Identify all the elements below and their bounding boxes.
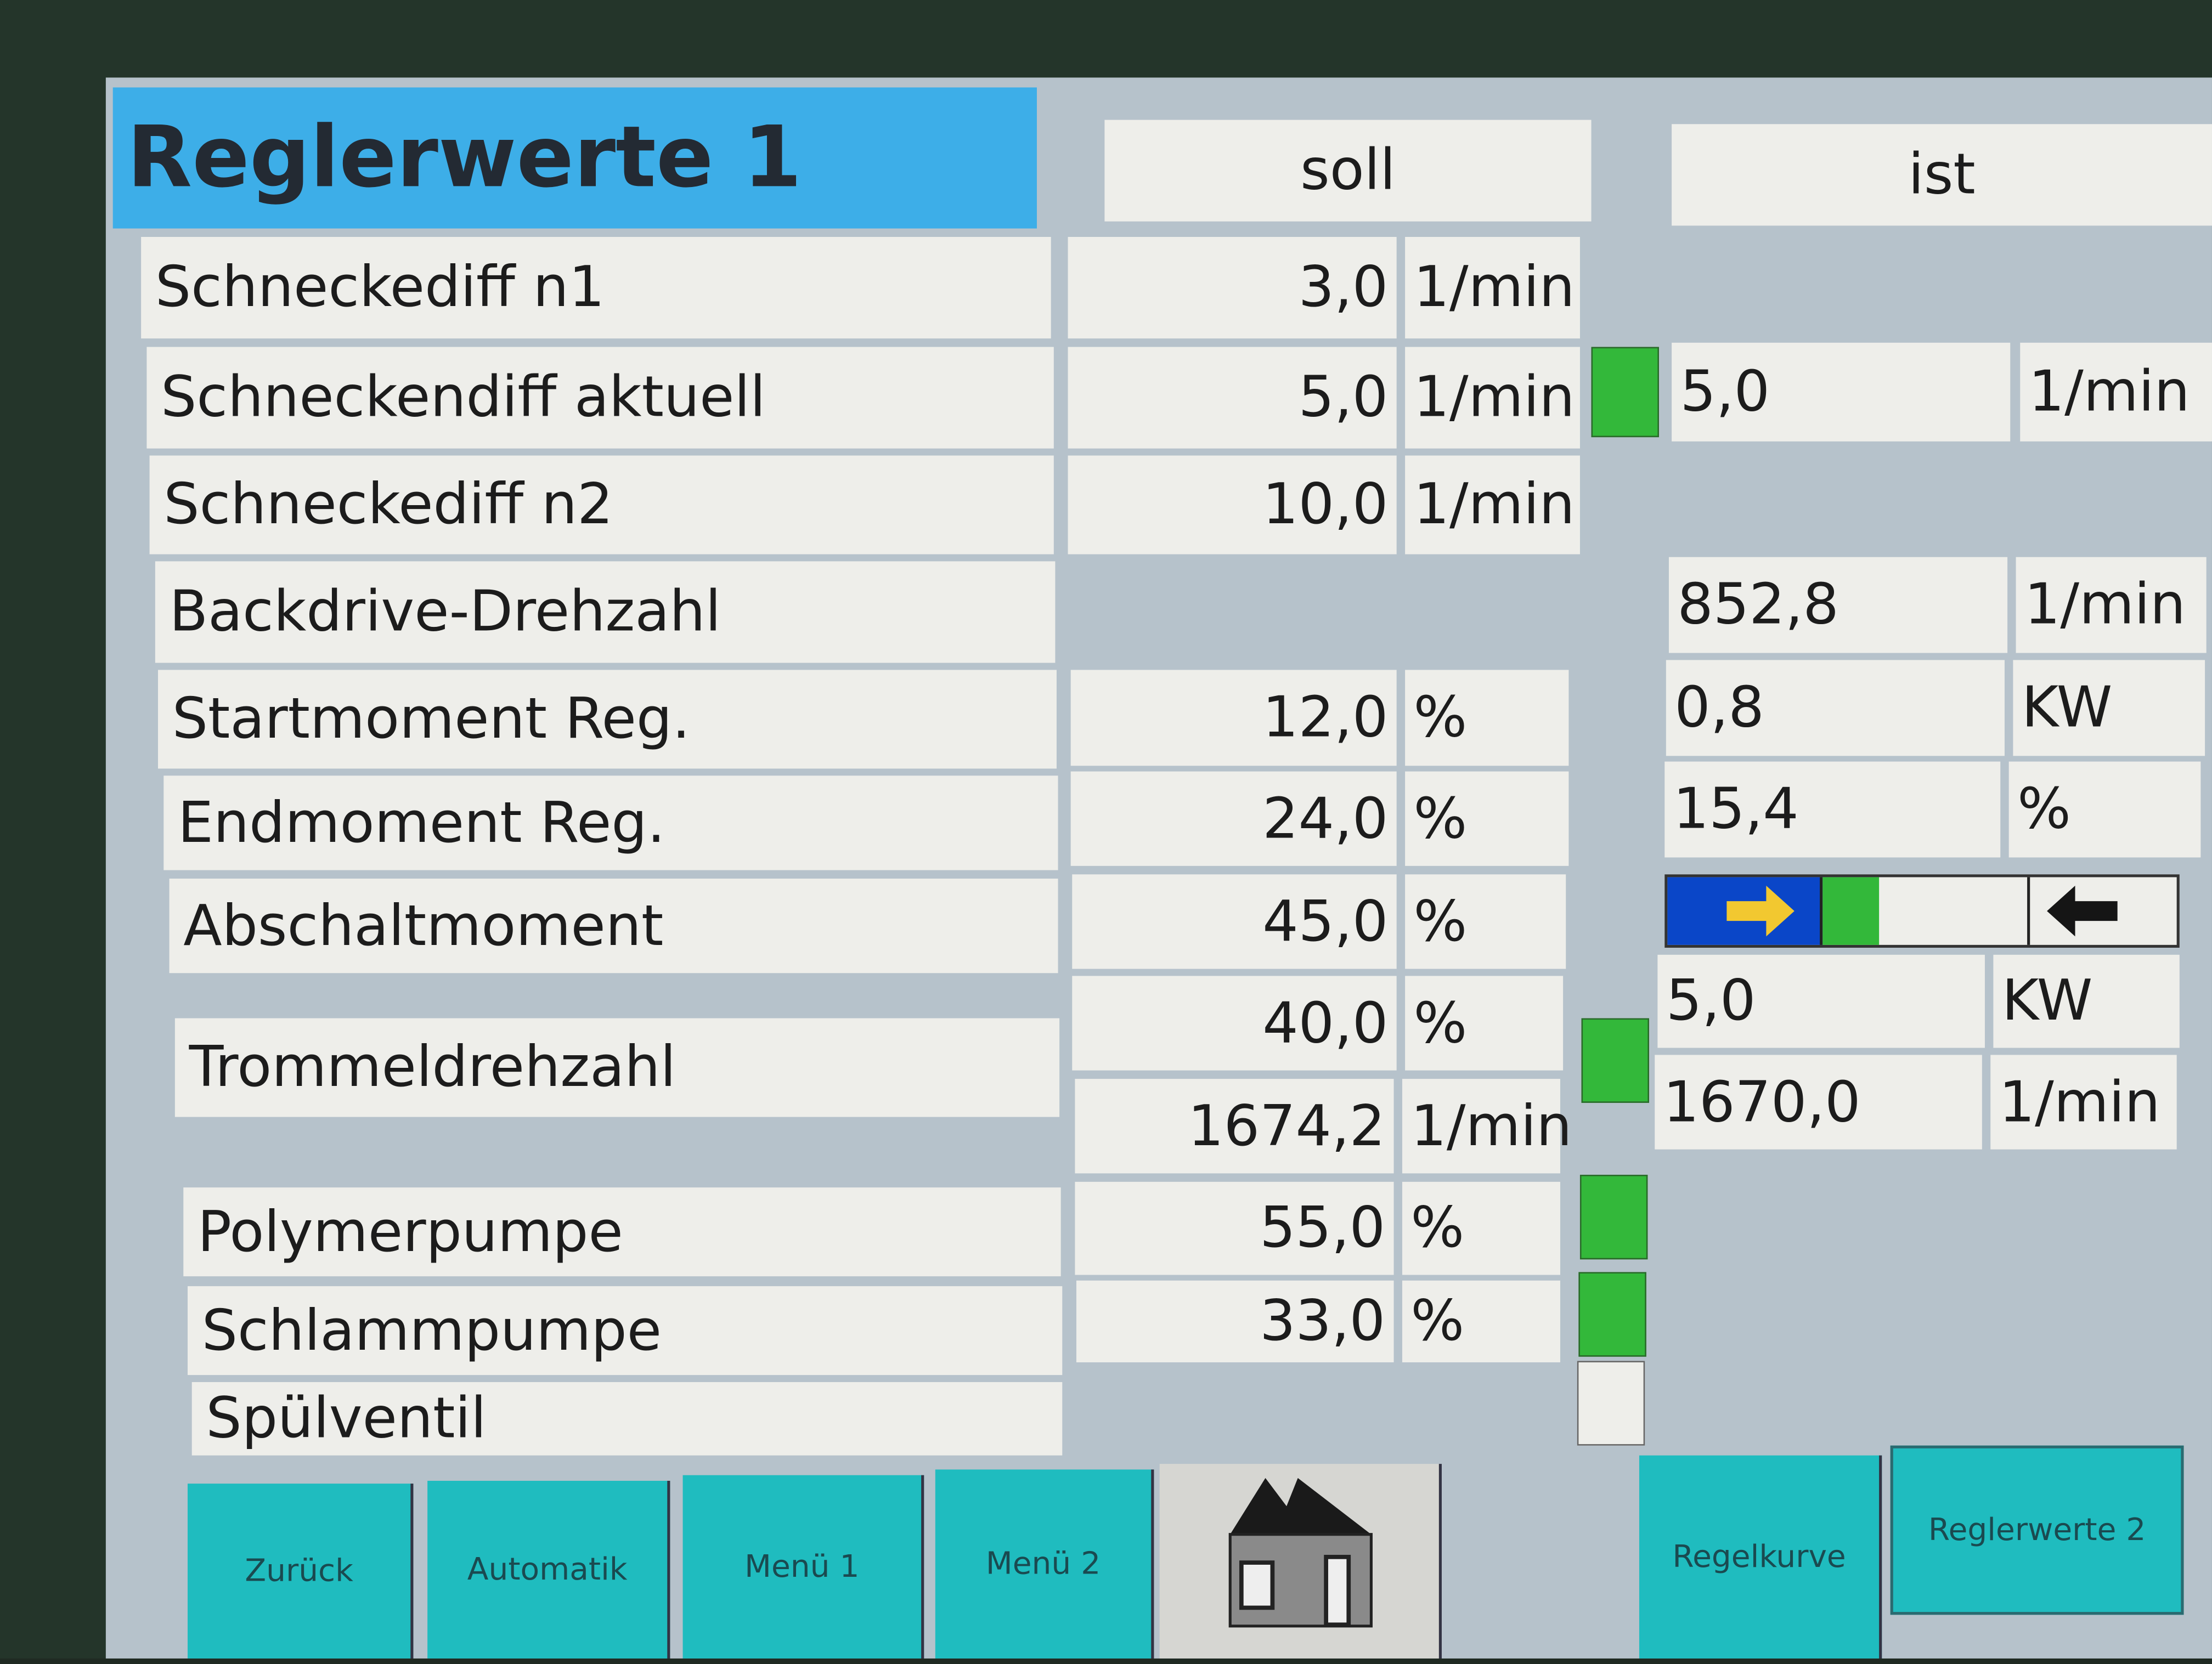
direction-bar	[1664, 874, 2180, 948]
ist-unit: 1/min	[1990, 1055, 2177, 1150]
ist-unit: 1/min	[2016, 557, 2207, 653]
soll-unit: 1/min	[1402, 1079, 1572, 1174]
status-indicator-schneckendiff	[1591, 347, 1659, 438]
soll-unit: %	[1405, 771, 1569, 866]
soll-value[interactable]: 12,0	[1070, 670, 1397, 766]
label-schneckendiff-aktuell: Schneckendiff aktuell	[146, 347, 1054, 449]
soll-value[interactable]: 33,0	[1076, 1280, 1394, 1362]
page-title: Reglerwerte 1	[112, 87, 1037, 229]
arrow-left-icon	[2027, 877, 2177, 945]
soll-value[interactable]: 24,0	[1070, 771, 1397, 866]
soll-value[interactable]: 3,0	[1068, 236, 1397, 339]
soll-unit: 1/min	[1405, 236, 1580, 339]
ist-value: 0,8	[1666, 660, 2005, 756]
label-schneckediff-n2: Schneckediff n2	[149, 455, 1054, 554]
soll-value[interactable]: 45,0	[1072, 874, 1397, 969]
soll-unit: %	[1405, 670, 1569, 766]
ist-unit: KW	[1993, 954, 2180, 1048]
soll-unit: %	[1405, 874, 1566, 969]
soll-unit: 1/min	[1405, 455, 1580, 554]
label-schlammpumpe: Schlammpumpe	[187, 1286, 1063, 1376]
ist-unit: KW	[2013, 660, 2205, 756]
home-button[interactable]	[1159, 1464, 1442, 1659]
label-endmoment: Endmoment Reg.	[163, 776, 1058, 870]
direction-fill	[1822, 877, 1880, 945]
ist-value: 1670,0	[1655, 1055, 1982, 1150]
status-indicator-polymerpumpe	[1579, 1174, 1648, 1260]
label-spuelventil: Spülventil	[191, 1382, 1063, 1456]
reglerwerte2-button[interactable]: Reglerwerte 2	[1890, 1445, 2184, 1615]
menu1-button[interactable]: Menü 1	[682, 1475, 924, 1659]
back-button[interactable]: Zurück	[187, 1484, 414, 1659]
regelkurve-button[interactable]: Regelkurve	[1639, 1455, 1882, 1659]
label-trommeldrehzahl: Trommeldrehzahl	[174, 1018, 1060, 1117]
ist-value: 5,0	[1672, 342, 2011, 442]
menu2-button[interactable]: Menü 2	[935, 1469, 1154, 1659]
home-icon	[1228, 1478, 1373, 1628]
soll-value[interactable]: 40,0	[1072, 976, 1397, 1071]
soll-unit: %	[1402, 1280, 1560, 1362]
label-startmoment: Startmoment Reg.	[157, 670, 1057, 769]
label-polymerpumpe: Polymerpumpe	[183, 1187, 1061, 1277]
status-indicator-schlammpumpe	[1578, 1272, 1646, 1357]
soll-value[interactable]: 10,0	[1068, 455, 1397, 554]
arrow-right-icon	[1667, 877, 1823, 945]
soll-value[interactable]: 55,0	[1075, 1181, 1394, 1275]
header-soll: soll	[1104, 120, 1592, 222]
ist-unit: %	[2008, 761, 2201, 858]
label-backdrive-drehzahl: Backdrive-Drehzahl	[155, 561, 1056, 663]
ist-value: 852,8	[1668, 557, 2008, 653]
soll-unit: %	[1402, 1181, 1560, 1275]
status-indicator-trommel	[1581, 1018, 1649, 1103]
ist-unit: 1/min	[2020, 342, 2212, 442]
label-abschaltmoment: Abschaltmoment	[169, 878, 1058, 974]
soll-unit: %	[1405, 976, 1564, 1071]
soll-value[interactable]: 1674,2	[1075, 1079, 1394, 1174]
ist-value: 5,0	[1657, 954, 1985, 1048]
status-indicator-spuelventil	[1577, 1361, 1645, 1446]
header-ist: ist	[1672, 124, 2212, 226]
automatik-button[interactable]: Automatik	[427, 1480, 670, 1659]
label-schneckediff-n1: Schneckediff n1	[141, 236, 1051, 339]
ist-value: 15,4	[1664, 761, 2001, 858]
soll-unit: 1/min	[1405, 347, 1580, 449]
soll-value[interactable]: 5,0	[1068, 347, 1397, 449]
